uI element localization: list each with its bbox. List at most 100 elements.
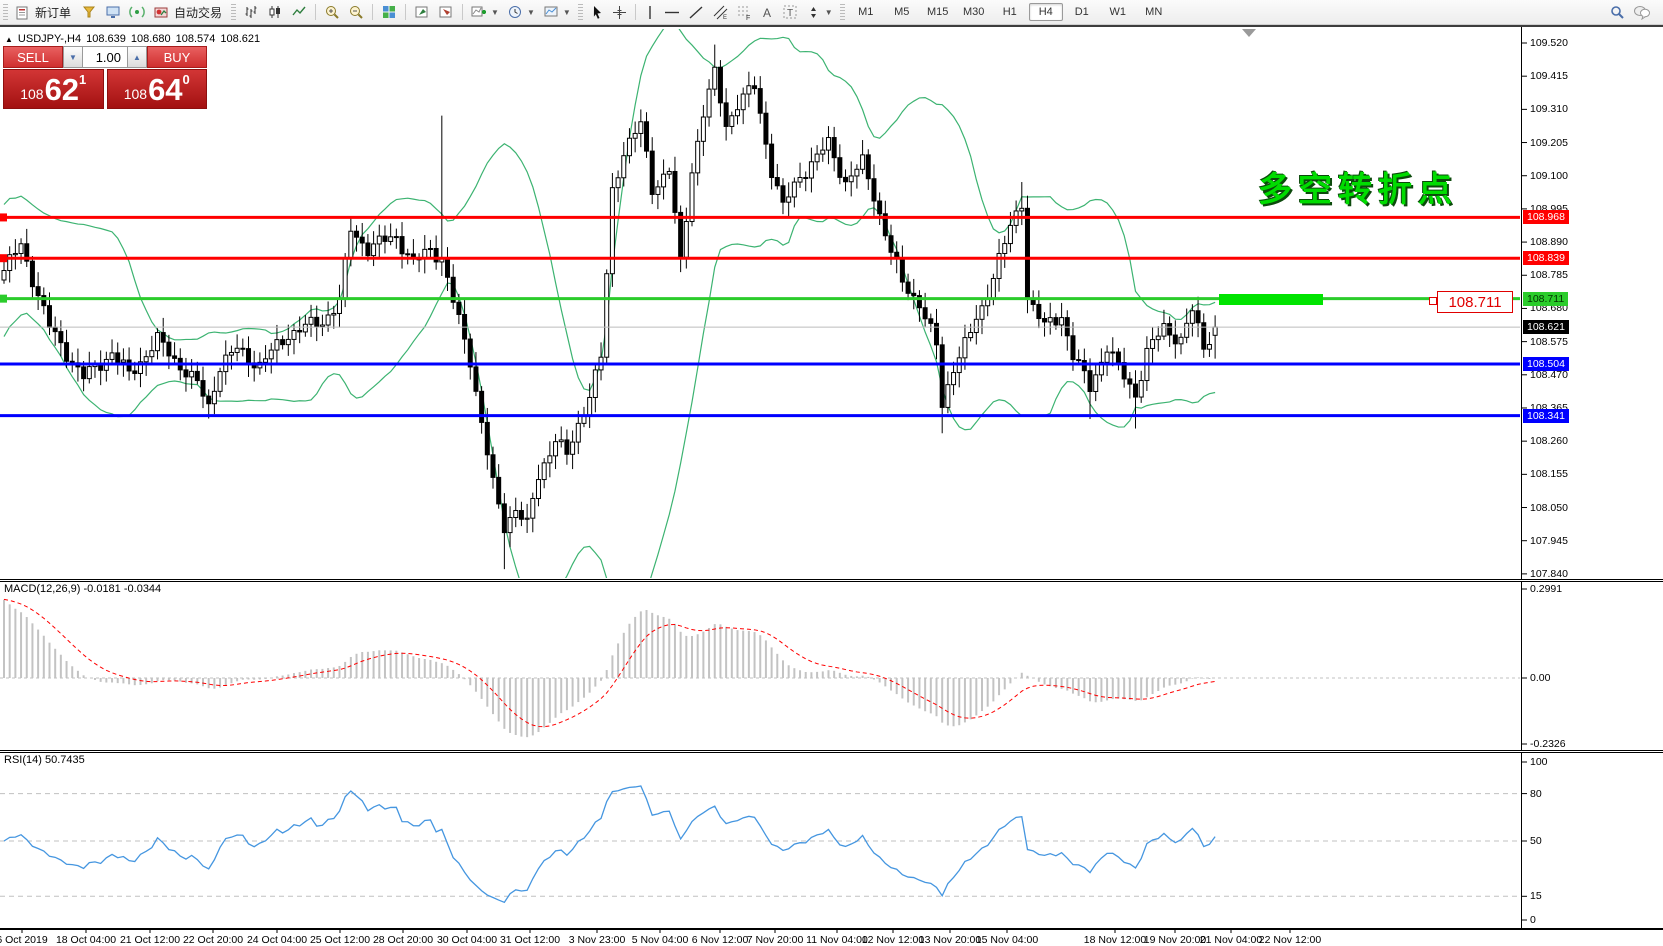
arrange-up-button[interactable]	[410, 2, 434, 22]
price-level-badge: 108.839	[1523, 251, 1569, 266]
time-tick-label: 13 Nov 20:00	[918, 934, 982, 946]
collapse-icon[interactable]: ▲	[5, 34, 13, 44]
candlestick-icon	[267, 4, 283, 20]
volume-decrease-button[interactable]: ▼	[63, 46, 83, 68]
buy-button[interactable]: BUY	[147, 46, 207, 68]
svg-text:E: E	[723, 15, 727, 20]
buy-price-base: 108	[123, 86, 148, 102]
time-tick-label: 21 Nov 04:00	[1199, 934, 1263, 946]
axis-tick-label: 108.470	[1530, 368, 1568, 381]
time-tick-label: 12 Nov 12:00	[861, 934, 925, 946]
sell-price-tile[interactable]: 108 62 1	[3, 69, 104, 109]
label-button[interactable]: T	[778, 2, 802, 22]
vline-icon	[644, 5, 656, 20]
vline-button[interactable]	[640, 3, 660, 22]
toolbar-grip[interactable]	[231, 4, 237, 20]
add-indicator-button[interactable]: ▼	[467, 2, 503, 22]
text-button[interactable]: A	[756, 3, 778, 22]
chart-plot[interactable]	[0, 27, 1663, 946]
axis-tick-label: 107.945	[1530, 534, 1568, 547]
timeframe-h4[interactable]: H4	[1028, 3, 1063, 21]
profile-button[interactable]	[77, 2, 101, 22]
timeframe-m15[interactable]: M15	[927, 6, 949, 18]
toolbar-grip[interactable]	[839, 4, 845, 20]
symbol-ohlc-header[interactable]: ▲ USDJPY-,H4 108.639 108.680 108.574 108…	[5, 33, 260, 45]
time-tick-label: 30 Oct 04:00	[436, 934, 498, 946]
timeframe-mn[interactable]: MN	[1145, 6, 1163, 18]
price-level-badge: 108.621	[1523, 320, 1569, 335]
cursor-button[interactable]	[586, 3, 608, 22]
price-axis-border	[1521, 27, 1522, 930]
timeframe-m5[interactable]: M5	[894, 6, 910, 18]
turning-point-annotation[interactable]: 多空转折点	[1258, 171, 1458, 209]
arrange-down-button[interactable]	[434, 2, 458, 22]
zoom-out-button[interactable]	[344, 2, 368, 22]
chat-icon	[1633, 4, 1651, 20]
cursor-icon	[590, 5, 604, 20]
candlestick-button[interactable]	[263, 2, 287, 22]
search-button[interactable]	[1605, 2, 1629, 22]
axis-tick-label: 107.840	[1530, 567, 1568, 580]
time-tick-label: 3 Nov 23:00	[568, 934, 626, 946]
channel-button[interactable]: E	[708, 2, 732, 22]
time-tick-label: 22 Oct 20:00	[182, 934, 244, 946]
svg-text:T: T	[787, 8, 793, 19]
volume-increase-button[interactable]: ▲	[127, 46, 147, 68]
toolbar-grip[interactable]	[577, 4, 583, 20]
price-level-badge: 108.968	[1523, 210, 1569, 225]
hline-button[interactable]	[660, 3, 684, 22]
axis-tick-label: 50	[1530, 835, 1542, 847]
ohlc-high: 108.680	[130, 33, 171, 45]
timeframe-d1[interactable]: D1	[1074, 6, 1089, 18]
signal-button[interactable]	[125, 2, 149, 22]
axis-tick-label: 109.205	[1530, 136, 1568, 149]
axis-tick-label: 15	[1530, 890, 1542, 903]
macd-indicator-label: MACD(12,26,9) -0.0181 -0.0344	[4, 583, 162, 595]
bar-chart-button[interactable]	[239, 2, 263, 22]
axis-tick-label: 109.415	[1530, 70, 1568, 83]
chat-button[interactable]	[1629, 2, 1655, 22]
new-order-icon	[15, 5, 30, 20]
axis-tick-label: 108.260	[1530, 435, 1568, 448]
trendline-button[interactable]	[684, 3, 708, 22]
fibonacci-button[interactable]: F	[732, 2, 756, 22]
new-order-button[interactable]: 新订单	[11, 2, 77, 23]
timeframe-m1[interactable]: M1	[858, 6, 874, 18]
timeframe-w1[interactable]: W1	[1109, 6, 1126, 18]
buy-price-tile[interactable]: 108 64 0	[106, 69, 207, 109]
terminal-button[interactable]	[101, 2, 125, 22]
price-level-badge: 108.341	[1523, 408, 1569, 423]
timeframe-m30[interactable]: M30	[963, 6, 985, 18]
chart-window: ▲ USDJPY-,H4 108.639 108.680 108.574 108…	[0, 25, 1663, 946]
pane-separator[interactable]	[0, 579, 1663, 582]
profile-icon	[81, 4, 97, 20]
sell-price-main: 62	[44, 72, 80, 107]
arrows-button[interactable]: ▼	[802, 3, 837, 22]
timeframe-h1[interactable]: H1	[1002, 6, 1017, 18]
tile-windows-icon	[381, 4, 397, 20]
chevron-down-icon: ▼	[824, 7, 833, 17]
volume-input[interactable]: 1.00	[83, 46, 127, 68]
toolbar-grip[interactable]	[3, 4, 8, 20]
sell-button[interactable]: SELL	[3, 46, 63, 68]
hline-icon	[664, 5, 680, 20]
zoom-in-button[interactable]	[320, 2, 344, 22]
line-chart-button[interactable]	[287, 2, 311, 22]
period-button[interactable]: ▼	[503, 2, 539, 22]
templates-icon	[543, 4, 559, 20]
autotrade-button[interactable]: 自动交易	[149, 2, 228, 23]
chevron-down-icon: ▼	[562, 7, 571, 17]
price-callout-anchor[interactable]	[1429, 297, 1437, 305]
templates-button[interactable]: ▼	[539, 2, 575, 22]
pane-separator[interactable]	[0, 750, 1663, 753]
axis-tick-label: 108.050	[1530, 501, 1568, 514]
tile-windows-button[interactable]	[377, 2, 401, 22]
time-tick-label: 25 Oct 12:00	[309, 934, 371, 946]
crosshair-button[interactable]	[608, 3, 631, 22]
chart-shift-marker[interactable]	[1242, 29, 1256, 37]
arrange-up-icon	[414, 4, 430, 20]
time-tick-label: 11 Nov 04:00	[806, 934, 868, 946]
price-callout-label[interactable]: 108.711	[1437, 291, 1513, 313]
toolbar: 新订单 自动交易 ▼ ▼ ▼ E F A T ▼	[0, 0, 1663, 25]
one-click-trading-panel: SELL ▼ 1.00 ▲ BUY 108 62 1 108 64 0	[3, 46, 207, 109]
